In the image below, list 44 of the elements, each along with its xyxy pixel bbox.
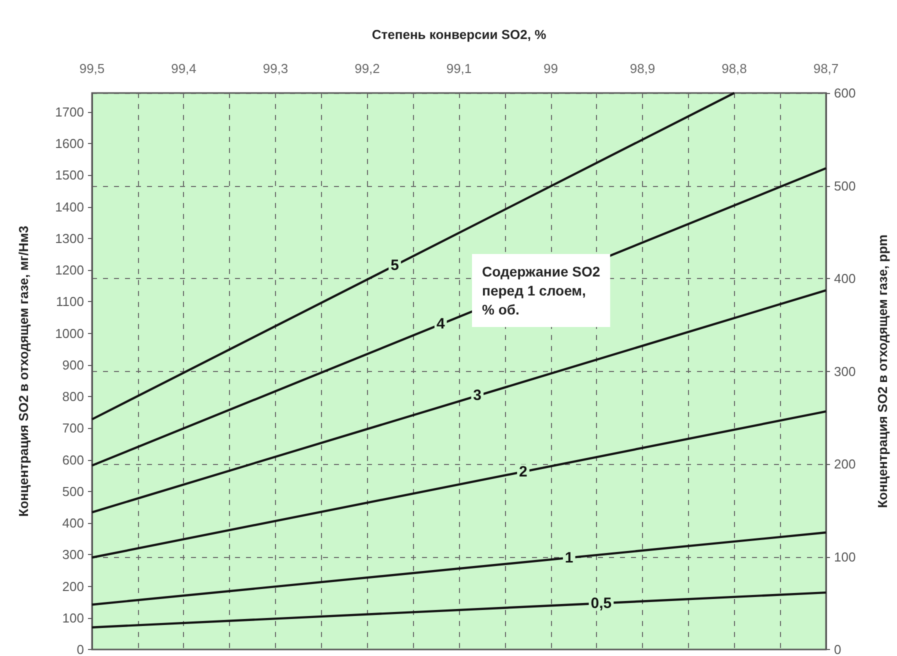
y-tick-label: 200	[62, 578, 84, 594]
x-axis-title: Степень конверсии SO2, %	[372, 27, 547, 42]
y-tick-label: 1000	[55, 326, 84, 341]
y-tick-label: 100	[62, 610, 84, 626]
y-tick-label: 1400	[55, 199, 84, 214]
annotation: 1	[564, 549, 574, 566]
x-tick-label: 99,3	[262, 61, 288, 76]
y-tick-label: 1200	[55, 262, 84, 278]
annotation: 2	[519, 463, 528, 480]
y-tick-label: 1700	[55, 104, 84, 120]
y2-tick-label: 500	[834, 178, 856, 194]
y2-tick-label: 100	[834, 549, 856, 564]
y-tick-label: 1600	[55, 136, 84, 152]
y-axis-title: Концентрация SO2 в отходящем газе, мг/Нм3	[16, 226, 31, 517]
y-tick-label: 0	[76, 642, 84, 656]
y-tick-label: 500	[62, 484, 84, 499]
y-tick-label: 800	[62, 389, 84, 404]
y2-tick-label: 400	[834, 271, 856, 286]
y2-tick-label: 200	[834, 456, 856, 472]
y-tick-label: 400	[62, 516, 84, 531]
y-tick-label: 600	[62, 452, 84, 468]
annotation: 4	[436, 316, 446, 333]
x-tick-label: 98,8	[722, 61, 747, 76]
y-tick-label: 300	[62, 547, 84, 562]
x-tick-label: 98,7	[813, 61, 839, 76]
y2-axis-title: Концентрация SO2 в отходящем газе, ppm	[875, 234, 890, 508]
x-tick-label: 99	[544, 61, 558, 76]
y-tick-label: 1300	[55, 230, 84, 246]
x-tick-label: 99,5	[79, 61, 105, 76]
annotation: 0,5	[590, 594, 612, 612]
y-tick-label: 1100	[56, 294, 84, 310]
y2-tick-label: 0	[834, 642, 842, 656]
annotation: Содержание SO2 перед 1 слоем, % об.	[482, 264, 600, 318]
y2-tick-label: 600	[834, 86, 856, 100]
annotation: 5	[390, 257, 399, 274]
y-tick-label: 900	[62, 357, 84, 372]
x-tick-label: 99,1	[446, 61, 472, 76]
y-tick-label: 700	[62, 420, 84, 436]
y2-tick-label: 300	[834, 364, 856, 379]
y-tick-label: 1500	[55, 168, 84, 183]
x-tick-label: 99,4	[171, 61, 196, 76]
x-tick-label: 98,9	[630, 61, 656, 76]
annotation: 3	[473, 387, 482, 404]
x-tick-label: 99,2	[354, 61, 380, 76]
